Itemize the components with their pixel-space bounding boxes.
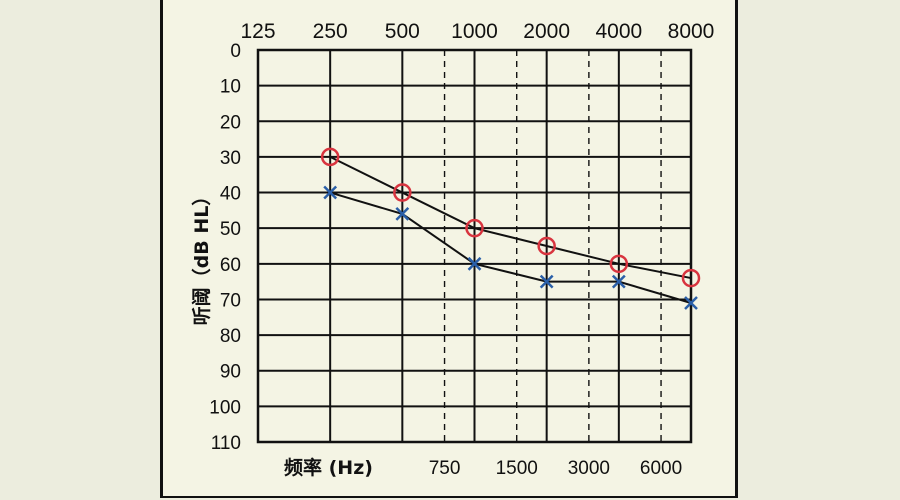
series-layer bbox=[320, 147, 701, 310]
cross-stroke bbox=[611, 274, 626, 289]
x-top-tick-label: 4000 bbox=[595, 20, 642, 43]
y-tick-label: 40 bbox=[220, 184, 241, 205]
x-axis-title: 频率 (Hz) bbox=[284, 456, 373, 479]
data-point-cross bbox=[323, 185, 338, 200]
x-top-tick-label: 125 bbox=[240, 20, 275, 43]
x-bottom-tick-label: 3000 bbox=[568, 458, 610, 479]
audiogram-frame: 125 250 500 1000 2000 4000 8000 0 10 20 30 40 50 60 70… bbox=[160, 0, 738, 498]
series-line-cross bbox=[329, 191, 692, 304]
y-tick-label: 110 bbox=[211, 433, 241, 454]
cross-stroke bbox=[395, 207, 410, 221]
data-point-cross bbox=[539, 274, 554, 289]
data-point-circle bbox=[537, 236, 556, 256]
y-tick-label: 60 bbox=[220, 255, 241, 276]
x-top-tick-label: 8000 bbox=[668, 20, 715, 43]
cross-stroke bbox=[323, 185, 338, 200]
series-line-circle bbox=[329, 156, 692, 280]
x-top-tick-label: 2000 bbox=[523, 20, 570, 43]
y-tick-label: 80 bbox=[220, 326, 241, 347]
data-point-circle bbox=[320, 147, 340, 167]
data-point-circle bbox=[393, 183, 412, 202]
data-point-circle bbox=[465, 218, 484, 238]
audiogram-chart: 125 250 500 1000 2000 4000 8000 0 10 20 30 40 50 60 70… bbox=[190, 20, 714, 479]
data-point-circle bbox=[681, 268, 701, 288]
cross-stroke bbox=[539, 274, 554, 289]
data-point-cross bbox=[395, 207, 410, 221]
cross-stroke bbox=[684, 296, 698, 310]
y-tick-label: 20 bbox=[220, 112, 241, 133]
y-axis-title: 听阈（dB HL） bbox=[190, 187, 213, 326]
x-top-tick-label: 1000 bbox=[451, 20, 498, 43]
y-tick-label: 30 bbox=[220, 148, 241, 169]
y-tick-label: 10 bbox=[220, 77, 241, 98]
x-top-tick-label: 250 bbox=[313, 20, 348, 43]
x-bottom-tick-label: 750 bbox=[429, 458, 461, 479]
y-tick-label: 90 bbox=[220, 362, 241, 383]
x-bottom-tick-label: 6000 bbox=[640, 458, 682, 479]
data-point-cross bbox=[611, 274, 626, 289]
grid bbox=[256, 48, 693, 444]
y-tick-label: 70 bbox=[220, 290, 241, 311]
plot-border bbox=[256, 48, 693, 444]
cross-stroke bbox=[467, 256, 482, 271]
tick-labels: 125 250 500 1000 2000 4000 8000 0 10 20 30 40 50 60 70… bbox=[209, 20, 714, 479]
x-bottom-tick-label: 1500 bbox=[496, 458, 538, 479]
y-tick-label: 100 bbox=[209, 397, 241, 418]
y-tick-label: 0 bbox=[230, 41, 241, 62]
data-point-cross bbox=[684, 296, 698, 310]
data-point-circle bbox=[609, 254, 629, 274]
x-top-tick-label: 500 bbox=[385, 20, 420, 43]
y-tick-label: 50 bbox=[220, 219, 241, 240]
data-point-cross bbox=[467, 256, 482, 271]
